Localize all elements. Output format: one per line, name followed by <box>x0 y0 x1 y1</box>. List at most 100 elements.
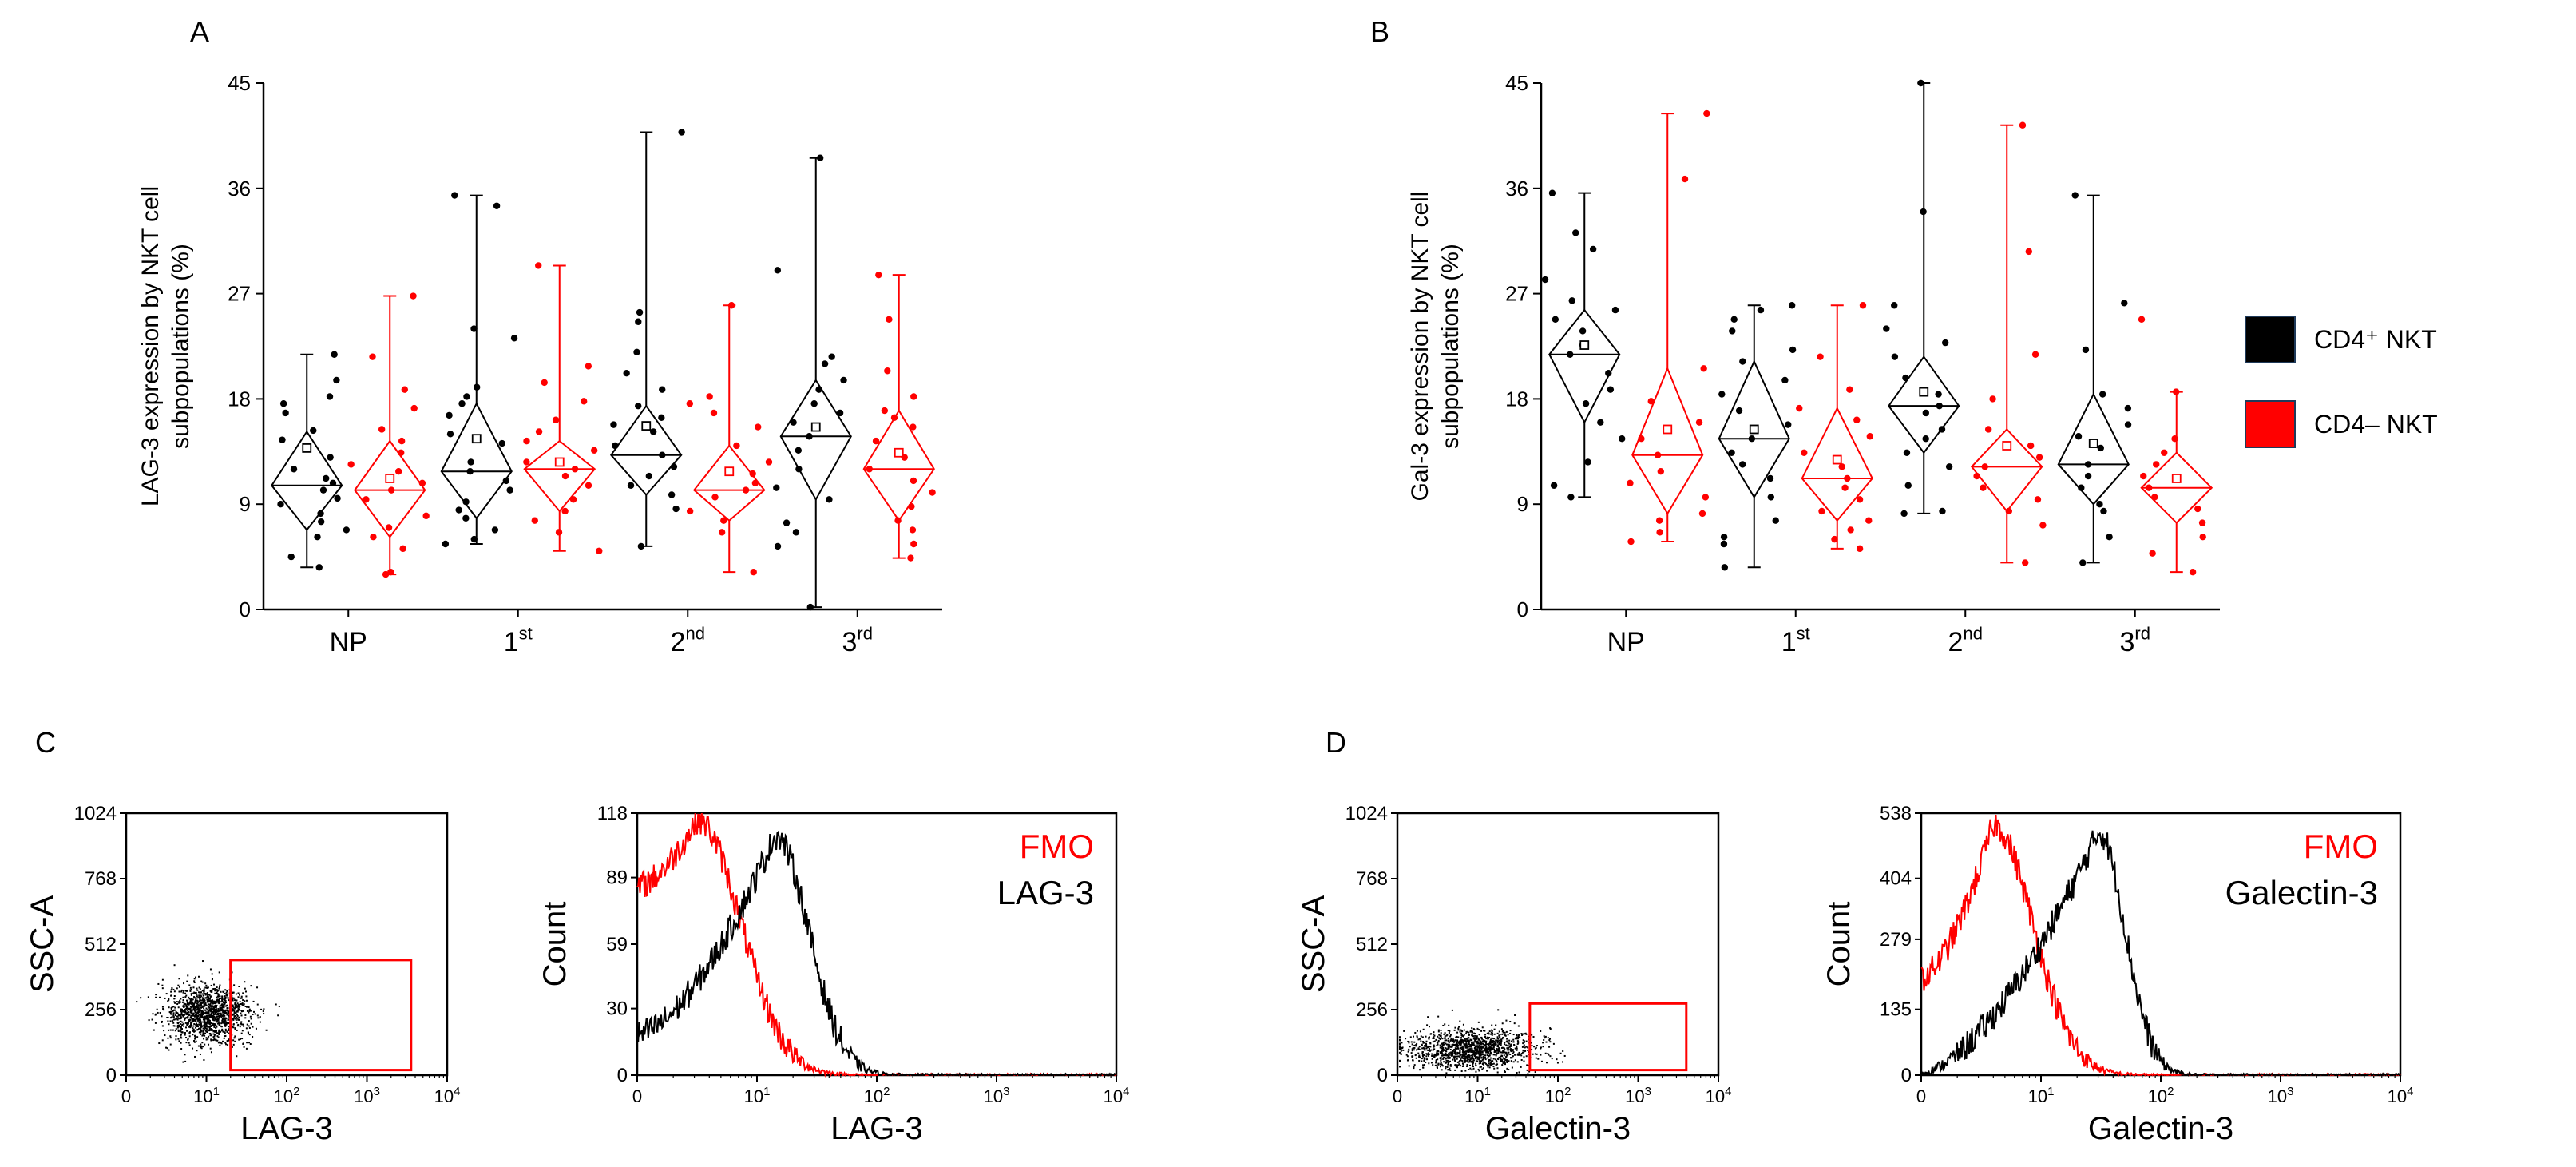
event-dot <box>199 1014 201 1016</box>
event-dot <box>188 1020 191 1022</box>
event-dot <box>1526 1069 1528 1071</box>
event-dot <box>172 1029 174 1031</box>
event-dot <box>204 1027 207 1030</box>
event-dot <box>1484 1054 1486 1057</box>
event-dot <box>199 1053 201 1055</box>
event-dot <box>250 1022 252 1025</box>
event-dot <box>1488 1058 1491 1061</box>
event-dot <box>1433 1045 1436 1047</box>
event-dot <box>1527 1073 1529 1075</box>
histogram-legend-fmo: FMO <box>1020 828 1094 865</box>
data-point <box>1841 484 1849 491</box>
event-dot <box>1453 1052 1456 1054</box>
data-point <box>1654 451 1662 458</box>
event-dot <box>1508 1046 1511 1048</box>
event-dot <box>1451 1053 1453 1055</box>
event-dot <box>169 1017 172 1019</box>
data-point <box>884 367 891 375</box>
event-dot <box>205 1013 208 1015</box>
event-dot <box>1459 1063 1461 1066</box>
event-dot <box>201 990 204 992</box>
event-dot <box>1435 1054 1437 1057</box>
event-dot <box>1485 1043 1488 1046</box>
event-dot <box>219 1000 221 1002</box>
event-dot <box>1448 1061 1450 1063</box>
event-dot <box>178 1024 180 1026</box>
event-dot <box>1479 1050 1481 1052</box>
data-point <box>585 363 592 370</box>
event-dot <box>1456 1058 1458 1060</box>
event-dot <box>212 1039 215 1042</box>
event-dot <box>178 1001 180 1003</box>
event-dot <box>1487 1038 1489 1040</box>
event-dot <box>224 1001 227 1003</box>
event-dot <box>1531 1045 1533 1047</box>
event-dot <box>195 1004 197 1006</box>
data-point <box>886 316 893 324</box>
event-dot <box>1549 1041 1552 1043</box>
event-dot <box>1415 1045 1417 1047</box>
event-dot <box>180 1013 183 1015</box>
event-dot <box>1492 1044 1495 1046</box>
data-point <box>727 302 735 309</box>
event-dot <box>220 1012 222 1014</box>
data-point <box>910 423 917 431</box>
event-dot <box>194 1034 196 1037</box>
event-dot <box>1480 1043 1482 1046</box>
event-dot <box>1416 1035 1418 1038</box>
event-dot <box>256 1014 259 1017</box>
event-dot <box>184 1013 187 1015</box>
event-dot <box>178 986 180 988</box>
mean-marker <box>810 422 821 432</box>
data-point <box>1973 472 1980 480</box>
event-dot <box>1445 1052 1447 1054</box>
event-dot <box>236 1010 239 1013</box>
event-dot <box>1500 1060 1503 1062</box>
event-dot <box>221 1028 224 1030</box>
event-dot <box>1485 1051 1488 1054</box>
event-dot <box>225 1043 228 1046</box>
y-tick-label: 256 <box>1356 999 1388 1021</box>
event-dot <box>225 997 228 999</box>
event-dot <box>1490 1064 1492 1066</box>
data-point <box>1728 449 1735 456</box>
data-point <box>1718 391 1726 398</box>
histogram-line-stain <box>1920 830 2400 1078</box>
event-dot <box>1468 1056 1471 1058</box>
event-dot <box>171 1015 173 1018</box>
category-label-sup: st <box>1797 624 1810 644</box>
event-dot <box>1563 1054 1566 1057</box>
event-dot <box>1505 1030 1508 1033</box>
event-dot <box>1412 1047 1414 1050</box>
event-dot <box>1421 1060 1423 1062</box>
event-dot <box>1460 1041 1463 1043</box>
event-dot <box>1459 1056 1461 1058</box>
event-dot <box>1433 1056 1436 1058</box>
event-dot <box>1456 1066 1459 1069</box>
event-dot <box>1467 1036 1469 1038</box>
data-point <box>470 325 478 332</box>
event-dot <box>1516 1054 1519 1056</box>
data-point <box>523 437 530 445</box>
event-dot <box>1504 1063 1507 1066</box>
event-dot <box>1495 1059 1497 1062</box>
data-point <box>585 482 592 489</box>
event-dot <box>236 1014 239 1017</box>
event-dot <box>214 1017 216 1019</box>
event-dot <box>1488 1074 1491 1076</box>
event-dot <box>176 1012 178 1014</box>
event-dot <box>240 995 243 998</box>
event-dot <box>236 999 238 1002</box>
y-tick-label: 27 <box>228 282 251 306</box>
event-dot <box>156 1008 158 1010</box>
event-dot <box>1489 1043 1492 1046</box>
event-dot <box>200 991 202 994</box>
event-dot <box>231 999 233 1002</box>
data-point <box>596 547 603 554</box>
event-dot <box>1432 1041 1434 1043</box>
data-point <box>1936 402 1943 410</box>
event-dot <box>1449 1035 1452 1038</box>
event-dot <box>1476 1038 1478 1040</box>
event-dot <box>1504 1070 1506 1072</box>
mean-marker <box>641 421 652 431</box>
